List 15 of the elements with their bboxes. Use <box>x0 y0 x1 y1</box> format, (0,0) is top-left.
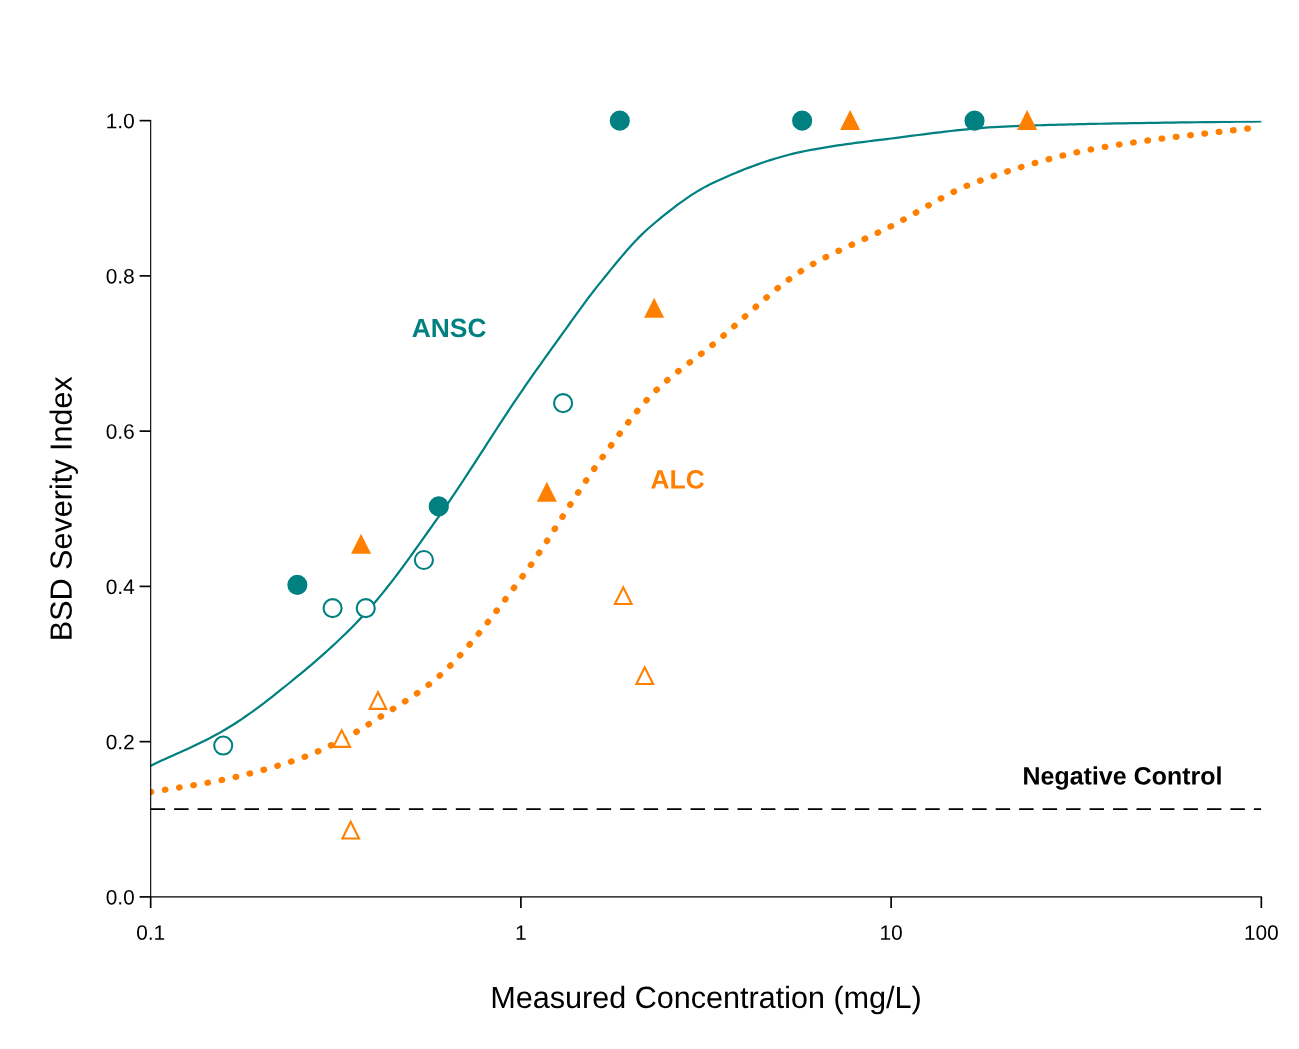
ref-line-label: Negative Control <box>1024 766 1221 790</box>
y-tick-label: 0.4 <box>106 579 135 595</box>
x-tick-label: 0.1 <box>137 925 165 940</box>
y-tick-label: 0.0 <box>106 889 134 905</box>
x-tick-label: 100 <box>1245 925 1278 940</box>
x-tick-label: 1 <box>516 925 526 940</box>
y-tick-label: 1.0 <box>107 113 134 129</box>
series-label: ALC <box>651 469 704 489</box>
y-tick-label: 0.8 <box>106 268 134 284</box>
y-axis-title: BSD Severity Index <box>49 376 78 639</box>
y-tick-label: 0.6 <box>106 424 134 439</box>
x-axis-title: Measured Concentration (mg/L) <box>492 985 920 1015</box>
text: ANSC <box>412 318 486 338</box>
y-tick-label: 0.2 <box>106 734 134 750</box>
x-tick-label: 10 <box>881 925 902 940</box>
